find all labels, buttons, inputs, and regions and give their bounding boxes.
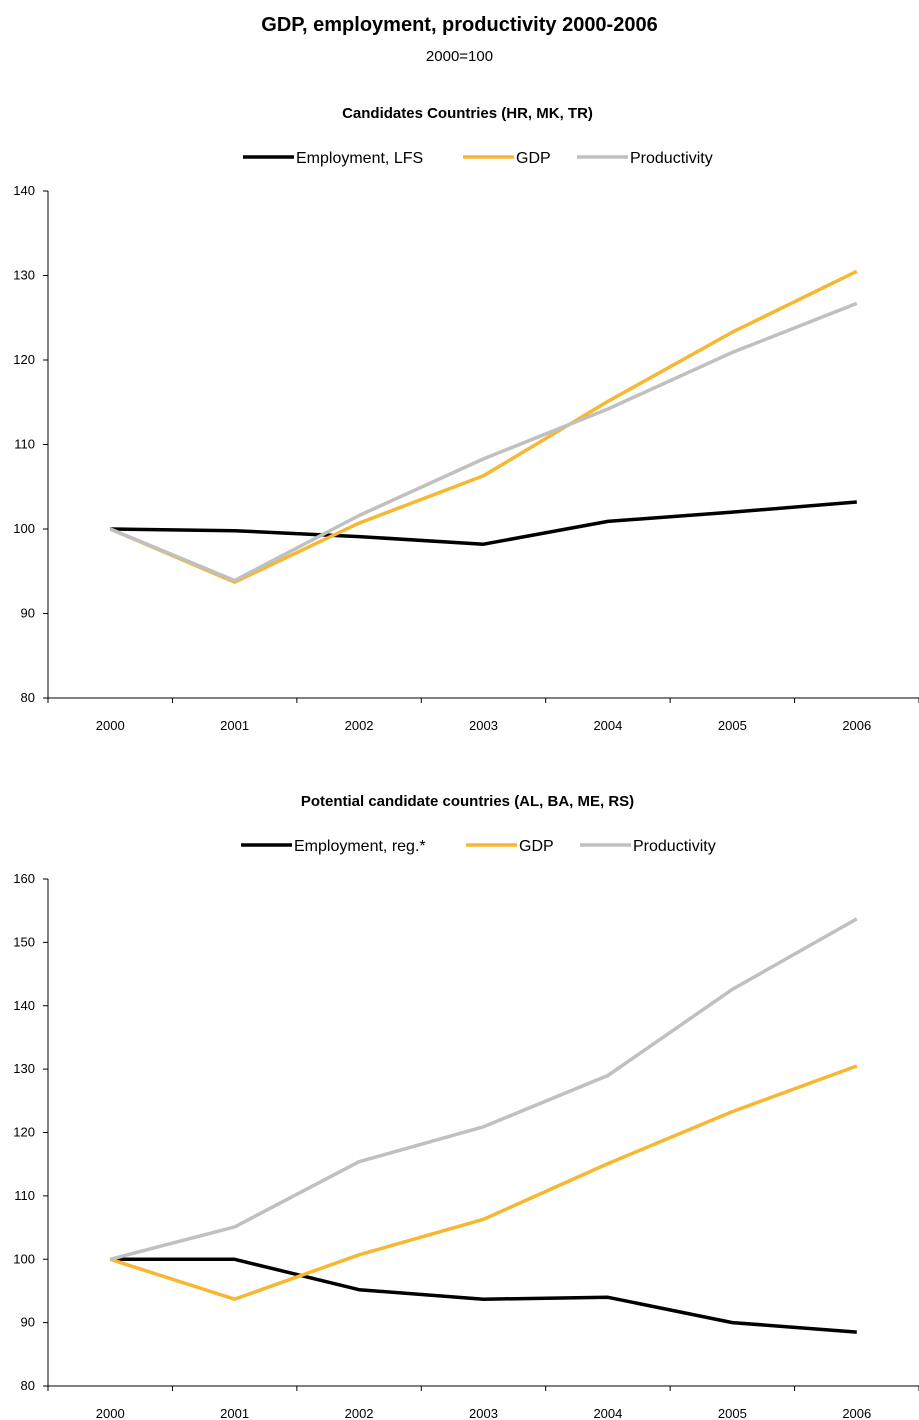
y-tick-label: 140 xyxy=(13,998,35,1013)
series-line-employment-lfs xyxy=(110,500,857,546)
legend-label: Productivity xyxy=(633,838,716,855)
y-tick-label: 130 xyxy=(13,1061,35,1076)
panel-title: Candidates Countries (HR, MK, TR) xyxy=(342,105,593,122)
y-tick-label: 100 xyxy=(13,521,35,536)
x-tick-label: 2000 xyxy=(96,1406,125,1420)
y-tick-label: 160 xyxy=(13,871,35,886)
chart-candidates: Candidates Countries (HR, MK, TR) Employm… xyxy=(13,105,919,733)
y-tick-label: 80 xyxy=(21,690,35,705)
legend-item: Employment, LFS xyxy=(243,150,423,167)
x-tick-label: 2002 xyxy=(345,1406,374,1420)
x-tick-label: 2001 xyxy=(220,718,249,733)
legend-label: GDP xyxy=(519,838,554,855)
legend-item: Productivity xyxy=(577,150,713,167)
x-tick-label: 2001 xyxy=(220,1406,249,1420)
chart-main-title: GDP, employment, productivity 2000-2006 xyxy=(261,14,658,36)
y-tick-label: 90 xyxy=(21,1315,35,1330)
legend-label: Employment, reg.* xyxy=(294,838,426,855)
x-tick-label: 2004 xyxy=(593,1406,622,1420)
legend-item: GDP xyxy=(463,150,551,167)
x-tick-label: 2004 xyxy=(593,718,622,733)
series-line-productivity xyxy=(109,917,858,1261)
y-tick-label: 90 xyxy=(21,606,35,621)
series-line-gdp xyxy=(109,1064,858,1301)
legend-label: Productivity xyxy=(630,150,713,167)
x-tick-label: 2000 xyxy=(96,718,125,733)
y-tick-label: 120 xyxy=(13,1125,35,1140)
panel-title: Potential candidate countries (AL, BA, M… xyxy=(301,793,634,810)
x-tick-label: 2002 xyxy=(345,718,374,733)
x-tick-label: 2005 xyxy=(718,718,747,733)
chart-main-subtitle: 2000=100 xyxy=(425,48,494,65)
y-tick-label: 110 xyxy=(14,437,35,452)
x-tick-label: 2003 xyxy=(469,1406,498,1420)
x-tick-label: 2006 xyxy=(842,718,871,733)
y-tick-label: 140 xyxy=(13,183,35,198)
y-tick-label: 120 xyxy=(13,352,35,367)
legend-label: Employment, LFS xyxy=(296,150,423,167)
x-tick-label: 2003 xyxy=(469,718,498,733)
series-line-employment-reg xyxy=(110,1257,857,1334)
legend-item: GDP xyxy=(466,838,554,855)
y-tick-label: 100 xyxy=(13,1251,35,1266)
y-tick-label: 110 xyxy=(14,1188,35,1203)
legend-item: Employment, reg.* xyxy=(241,838,426,855)
x-tick-label: 2006 xyxy=(842,1406,871,1420)
y-tick-label: 80 xyxy=(21,1378,35,1393)
series-line-productivity xyxy=(109,301,858,583)
legend-item: Productivity xyxy=(580,838,716,855)
x-tick-label: 2005 xyxy=(718,1406,747,1420)
legend-label: GDP xyxy=(516,150,551,167)
y-tick-label: 130 xyxy=(13,268,35,283)
y-tick-label: 150 xyxy=(13,934,35,949)
